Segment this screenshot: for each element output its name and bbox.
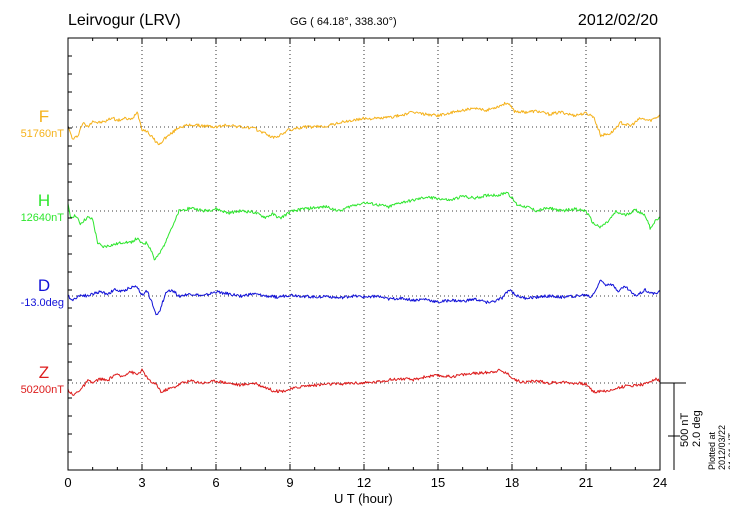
series-line-h <box>67 191 661 261</box>
grid-lines <box>68 38 660 470</box>
scale-label-nt: 500 nT <box>679 412 691 447</box>
series-baseline-z: 50200nT <box>20 384 64 396</box>
series-line-z <box>67 368 661 396</box>
series-label-f: F <box>38 107 50 126</box>
x-ticks <box>67 38 661 470</box>
x-tick-label: 24 <box>652 475 668 490</box>
series-baseline-d: -13.0deg <box>20 297 64 309</box>
series-baseline-h: 12640nT <box>20 212 64 224</box>
x-tick-label: 12 <box>356 475 372 490</box>
x-tick-label: 15 <box>430 475 446 490</box>
plot-date: 2012/02/20 <box>577 12 658 29</box>
x-axis-label: U T (hour) <box>334 491 393 506</box>
plotted-timestamp: Plotted at 2012/03/22 01:01 UT <box>707 424 730 470</box>
station-coordinates: GG ( 64.18°, 338.30°) <box>290 16 397 28</box>
series-label-z: Z <box>38 363 50 382</box>
scale-label-deg: 2.0 deg <box>691 410 703 447</box>
series-line-d <box>67 279 661 316</box>
x-tick-label: 0 <box>64 475 72 490</box>
series-label-d: D <box>37 276 51 295</box>
series-line-f <box>68 101 660 146</box>
series-label-h: H <box>37 191 51 210</box>
x-tick-label: 3 <box>138 475 146 490</box>
x-tick-label: 6 <box>212 475 220 490</box>
station-title: Leirvogur (LRV) <box>68 12 181 29</box>
series-layer <box>67 101 661 396</box>
x-tick-label: 21 <box>578 475 594 490</box>
scale-bar <box>660 382 686 470</box>
x-tick-label: 9 <box>286 475 294 490</box>
series-baseline-f: 51760nT <box>20 128 64 140</box>
x-tick-label: 18 <box>504 475 520 490</box>
